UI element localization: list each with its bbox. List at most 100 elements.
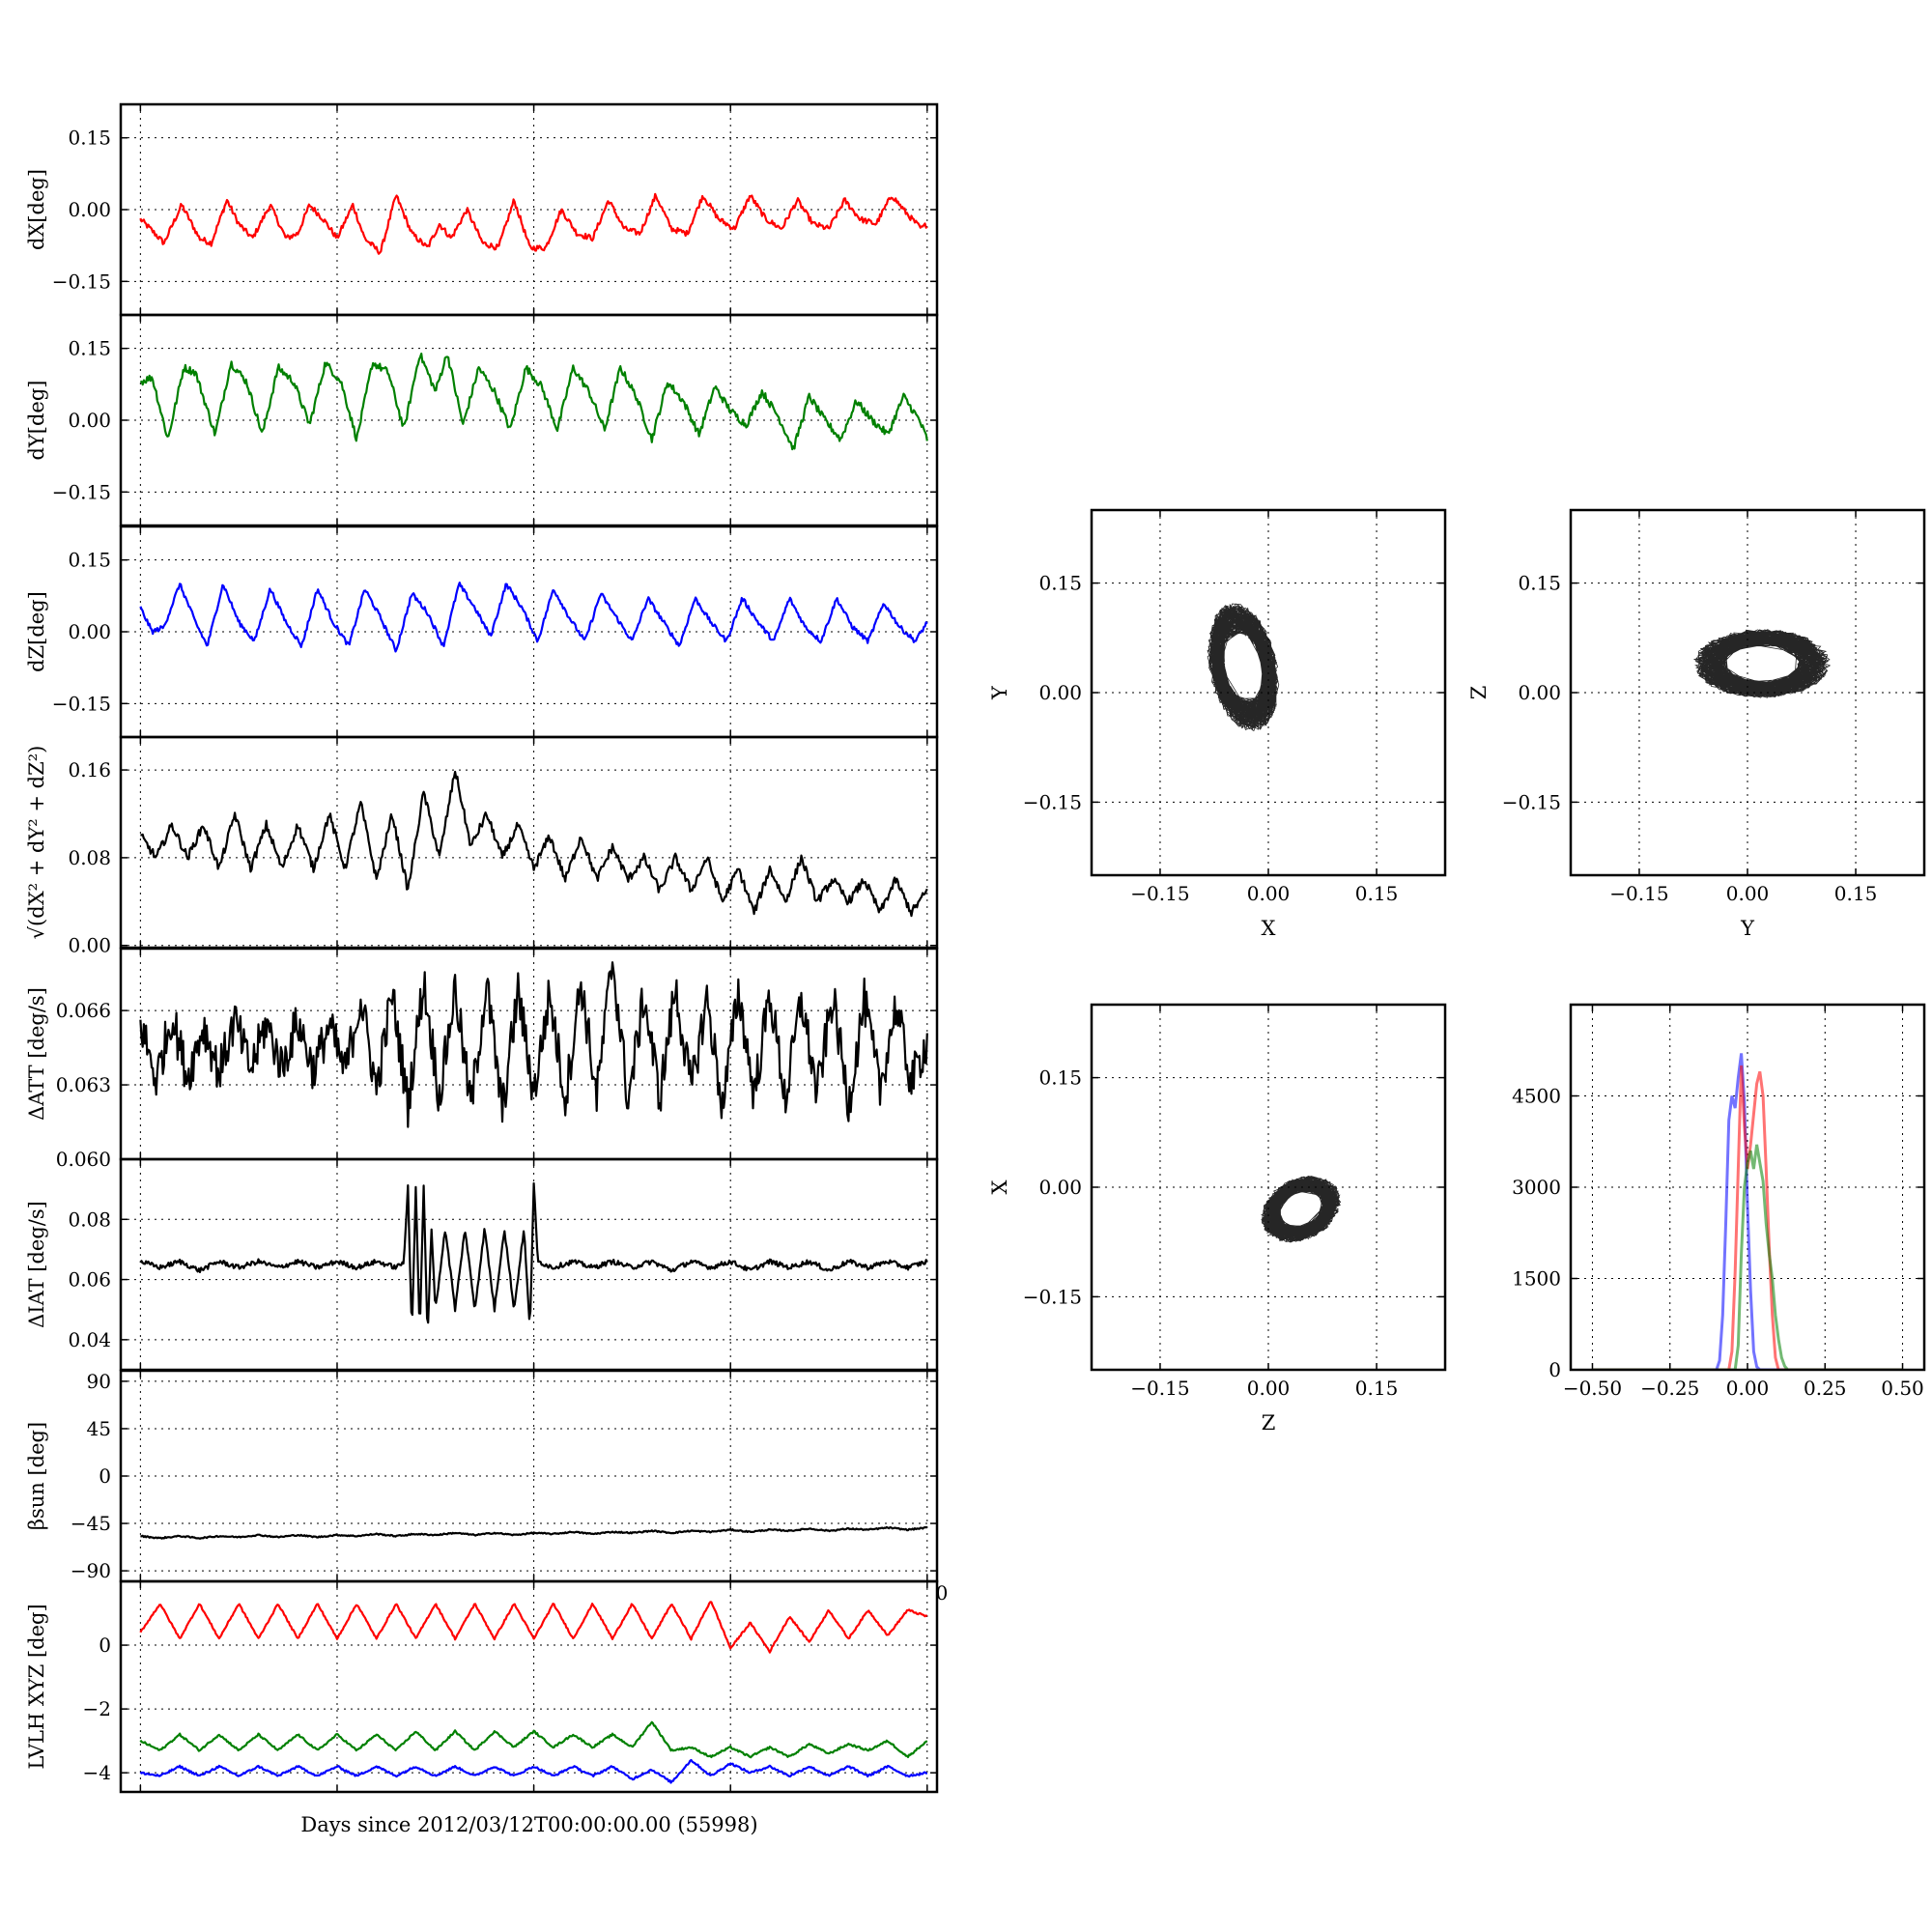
- y-tick-label: 0.066: [56, 999, 111, 1022]
- y-tick-label: 0.15: [1038, 1066, 1082, 1090]
- y-tick-label: −0.15: [1023, 1285, 1082, 1308]
- y-tick-label: 0.08: [68, 846, 111, 869]
- x-tick-label: −0.25: [1640, 1377, 1699, 1400]
- axes-frame: [1569, 1003, 1926, 1372]
- x-tick-label: 0.15: [1355, 1377, 1399, 1400]
- y-tick-label: 0: [99, 1464, 111, 1488]
- series-line-blue: [139, 582, 928, 653]
- x-tick-label: 0.00: [1726, 882, 1770, 905]
- y-axis-label: βsun [deg]: [25, 1422, 48, 1530]
- series-line-red: [139, 192, 928, 255]
- y-tick-label: −0.15: [52, 692, 111, 715]
- scatter-trace: [1692, 629, 1832, 698]
- y-tick-label: 0.00: [1038, 681, 1082, 704]
- y-axis-label: ΔATT [deg/s]: [25, 987, 48, 1121]
- plot-area: [1692, 629, 1832, 698]
- axes-frame: [1090, 508, 1447, 877]
- x-tick-label: 0.15: [1355, 882, 1399, 905]
- scatter-trace: [1207, 603, 1280, 732]
- y-tick-label: 3000: [1512, 1176, 1561, 1199]
- series-line-black: [140, 1525, 927, 1540]
- axes-frame: [119, 947, 939, 1161]
- series-line-red: [1592, 1065, 1903, 1370]
- y-axis-label: LVLH XYZ [deg]: [25, 1604, 48, 1769]
- x-axis-label: Z: [1262, 1411, 1276, 1435]
- plot-area: [139, 1181, 928, 1324]
- series-line-black: [139, 1181, 928, 1324]
- y-tick-label: −90: [71, 1559, 111, 1582]
- series-line-red: [139, 1601, 928, 1654]
- y-tick-label: 1500: [1512, 1267, 1561, 1291]
- plot-area: [140, 1525, 927, 1540]
- series-line-green: [1592, 1144, 1903, 1370]
- plot-area: [139, 961, 928, 1128]
- axes-frame: [1569, 508, 1926, 877]
- series-line-black: [140, 770, 928, 918]
- y-axis-label: X: [988, 1179, 1011, 1194]
- series-line-blue: [1592, 1053, 1903, 1370]
- panel-dr: 0.16 0.08 0.00 √(dX² + dY² + dZ²): [25, 735, 939, 957]
- x-tick-label: −0.50: [1563, 1377, 1622, 1400]
- y-tick-label: 0.04: [68, 1328, 111, 1351]
- scatter-trace: [1260, 1176, 1342, 1243]
- x-tick-label: 0.00: [1726, 1377, 1770, 1400]
- y-tick-label: 0.063: [56, 1073, 111, 1096]
- y-tick-label: 0.00: [68, 198, 111, 221]
- series-line-green: [139, 1720, 928, 1759]
- panel-xy: 0.15 0.00 −0.15 −0.15 0.00 0.15 Y X: [988, 508, 1447, 940]
- plot-area: [139, 353, 928, 451]
- y-tick-label: −4: [83, 1761, 111, 1784]
- series-line-black: [139, 961, 928, 1128]
- axes-frame: [1090, 1003, 1447, 1372]
- y-tick-label: 0.15: [1038, 572, 1082, 595]
- y-tick-label: 0.00: [1518, 681, 1561, 704]
- panel-hist: 4500 3000 1500 0−0.50 −0.25 0.00 0.25 0.50: [1512, 1003, 1926, 1400]
- y-tick-label: 0: [99, 1634, 111, 1657]
- y-axis-label: dX[deg]: [25, 169, 48, 250]
- x-tick-label: 0.00: [1247, 882, 1291, 905]
- x-tick-label: 0.25: [1804, 1377, 1847, 1400]
- y-tick-label: 90: [87, 1370, 111, 1393]
- y-axis-label: dZ[deg]: [25, 591, 48, 672]
- panel-lvlh: 0 −2 −4 LVLH XYZ [deg]: [25, 1579, 939, 1794]
- y-axis-label: Z: [1467, 686, 1491, 700]
- y-tick-label: 0.15: [1518, 572, 1561, 595]
- series-line-green: [139, 353, 928, 451]
- stray-tick-label: 0: [936, 1581, 949, 1605]
- x-axis-label: X: [1262, 917, 1276, 940]
- y-axis-label: √(dX² + dY² + dZ²): [25, 746, 48, 940]
- plot-area: [140, 770, 928, 918]
- axes-frame: [119, 1579, 939, 1794]
- y-tick-label: −0.15: [1023, 790, 1082, 813]
- panel-yz: 0.15 0.00 −0.15 −0.15 0.00 0.15 Z Y: [1467, 508, 1926, 940]
- y-tick-label: 0: [1548, 1358, 1561, 1381]
- y-tick-label: −0.15: [52, 480, 111, 503]
- y-tick-label: 0.00: [68, 409, 111, 432]
- y-tick-label: −2: [83, 1697, 111, 1720]
- y-tick-label: 0.00: [68, 934, 111, 957]
- y-tick-label: 0.15: [68, 549, 111, 572]
- y-axis-label: ΔIAT [deg/s]: [25, 1201, 48, 1328]
- plot-area: [139, 582, 928, 653]
- panel-zx: 0.15 0.00 −0.15 −0.15 0.00 0.15 X Z: [988, 1003, 1447, 1435]
- y-axis-label: dY[deg]: [25, 380, 48, 460]
- y-axis-label: Y: [988, 685, 1011, 700]
- y-tick-label: 0.00: [1038, 1176, 1082, 1199]
- y-tick-label: 0.08: [68, 1208, 111, 1231]
- panel-diat: 0.08 0.06 0.04 ΔIAT [deg/s]: [25, 1157, 939, 1372]
- plot-area: [1207, 603, 1280, 732]
- x-tick-label: −0.15: [1130, 882, 1189, 905]
- y-tick-label: 4500: [1512, 1085, 1561, 1108]
- x-tick-label: −0.15: [1609, 882, 1668, 905]
- x-tick-label: −0.15: [1130, 1377, 1189, 1400]
- panel-beta: 90 45 0 −45 −90 βsun [deg]: [25, 1369, 939, 1583]
- y-tick-label: 0.060: [56, 1148, 111, 1171]
- figure-xlabel: Days since 2012/03/12T00:00:00.00 (55998…: [300, 1813, 757, 1836]
- plot-area: [139, 192, 928, 255]
- y-tick-label: 0.15: [68, 337, 111, 360]
- x-tick-label: 0.15: [1834, 882, 1878, 905]
